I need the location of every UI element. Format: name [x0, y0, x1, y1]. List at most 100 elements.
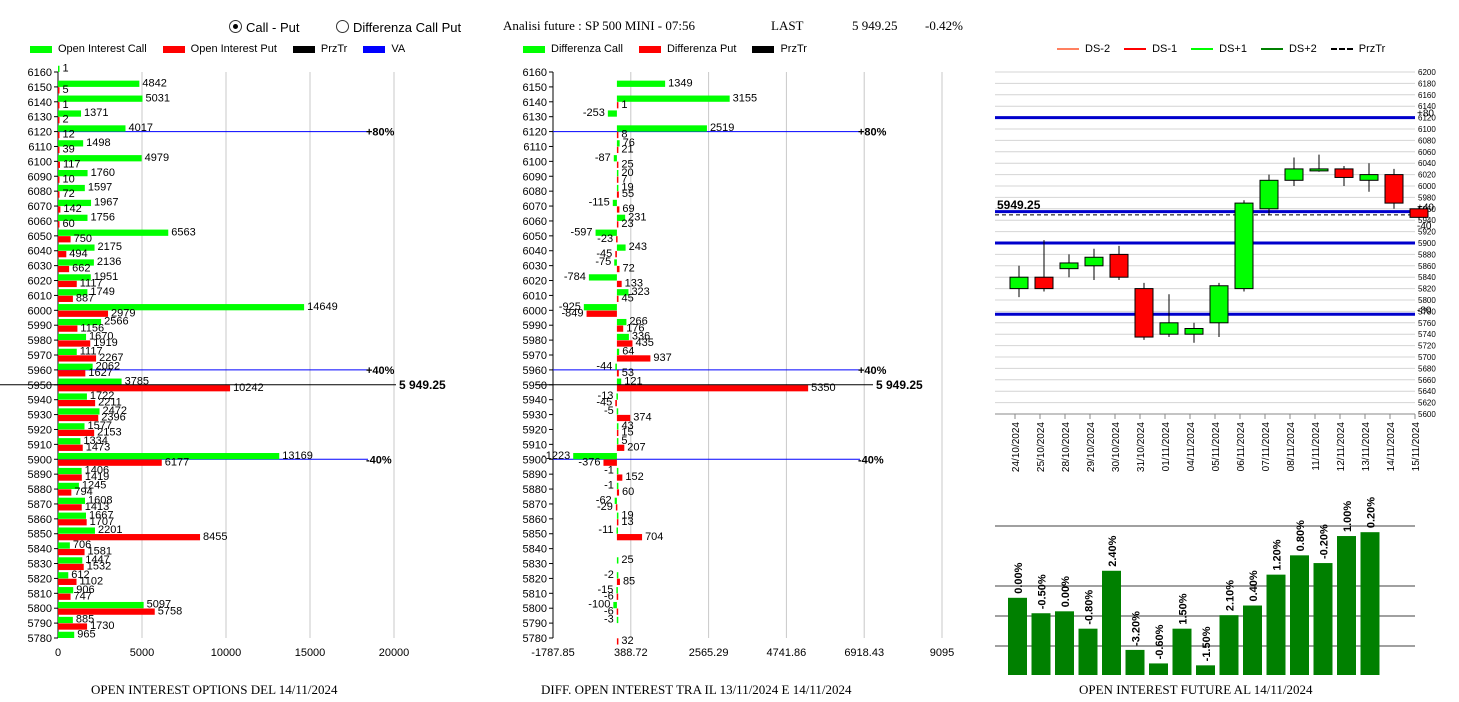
y-tick-label: 6010 — [523, 290, 547, 302]
y-tick-label: 6140 — [523, 97, 547, 109]
bar — [616, 221, 619, 228]
legend-label: Differenza Put — [666, 43, 737, 55]
bar — [58, 236, 71, 243]
bar-value-label: 266 — [629, 316, 647, 328]
bar — [615, 251, 617, 258]
bar — [616, 385, 809, 392]
bar-value-label: 1371 — [84, 107, 108, 119]
y-tick-label: 6160 — [28, 67, 52, 79]
bar — [616, 348, 620, 355]
caption-panel3: OPEN INTEREST FUTURE AL 14/11/2024 — [1079, 682, 1313, 697]
candle-body — [1384, 174, 1404, 204]
y-tick-label: 6060 — [28, 216, 52, 228]
radio-diff-call-put[interactable]: Differenza Call Put — [336, 20, 461, 35]
bar-value-label: -849 — [562, 307, 584, 319]
bar-value-label: -23 — [597, 233, 613, 245]
bar-value-label: 336 — [632, 331, 650, 343]
bar-value-label: 1581 — [88, 546, 112, 558]
bar-value-label: 10242 — [233, 382, 264, 394]
oi-bar-label: 1.20% — [1272, 539, 1284, 570]
y-tick-label: 5870 — [28, 499, 52, 511]
bar-value-label: 1608 — [88, 494, 112, 506]
bar — [58, 340, 91, 347]
bar — [616, 370, 619, 377]
bar — [58, 593, 71, 600]
bar — [616, 176, 619, 183]
y-tick-label: 6100 — [523, 156, 547, 168]
y-tick-label: 6160 — [523, 67, 547, 79]
bar-value-label: 8 — [621, 129, 627, 141]
bar-value-label: 231 — [628, 211, 646, 223]
bar-value-label: -11 — [598, 524, 613, 536]
legend-item: PrzTr — [1330, 43, 1385, 55]
y-tick-label: 6090 — [28, 171, 52, 183]
bar — [616, 429, 619, 437]
bar-value-label: 1532 — [87, 561, 111, 573]
y-tick-label: 5970 — [28, 350, 52, 362]
va-label: +80 — [1417, 109, 1434, 120]
oi-bar — [1031, 613, 1051, 675]
oi-bar-label: 0.00% — [1013, 562, 1025, 593]
bar — [58, 408, 100, 415]
legend-swatch — [1191, 48, 1214, 50]
y-tick-label: 5840 — [523, 544, 547, 556]
bar-value-label: 176 — [626, 322, 644, 334]
y-tick-label: 6020 — [523, 276, 547, 288]
bar — [58, 274, 91, 281]
bar-value-label: 4017 — [128, 122, 152, 134]
bar-value-label: 2267 — [99, 352, 123, 364]
radio-call-put[interactable]: Call - Put — [229, 20, 299, 35]
bar — [616, 423, 619, 430]
x-tick-label: 5000 — [130, 647, 154, 659]
bar-value-label: -6 — [604, 605, 614, 617]
x-tick-label: 01/11/2024 — [1161, 422, 1172, 472]
bar — [58, 95, 143, 102]
page-title: Analisi future : SP 500 MINI - 07:56 — [503, 18, 695, 33]
bar — [58, 385, 231, 392]
y-tick-label: 6040 — [1418, 159, 1436, 168]
bar-value-label: 906 — [76, 584, 94, 596]
bar — [58, 318, 102, 326]
bar-value-label: 6177 — [165, 456, 189, 468]
legend-swatch — [523, 45, 545, 53]
y-tick-label: 6200 — [1418, 68, 1436, 77]
oi-bar-label: 2.10% — [1225, 580, 1237, 611]
bar — [58, 504, 82, 511]
bar — [616, 527, 619, 534]
y-tick-label: 5700 — [1418, 353, 1436, 362]
candle-body — [1309, 168, 1329, 172]
y-tick-label: 5810 — [28, 588, 52, 600]
candle-body — [1209, 285, 1229, 324]
bar — [616, 638, 619, 645]
bar-value-label: 72 — [63, 188, 75, 200]
bar — [616, 474, 623, 481]
bar — [58, 370, 86, 377]
bar-value-label: 965 — [77, 629, 95, 641]
candle-body — [1234, 202, 1254, 290]
legend-label: PrzTr — [780, 43, 807, 55]
bar — [58, 110, 82, 117]
y-tick-label: 5950 — [523, 380, 547, 392]
bar-value-label: -44 — [596, 360, 612, 372]
y-tick-label: 5880 — [28, 484, 52, 496]
legend-swatch — [1260, 48, 1283, 50]
legend-label: DS+1 — [1219, 43, 1247, 55]
candle-body — [1159, 322, 1179, 335]
bar-value-label: 5350 — [811, 382, 835, 394]
y-tick-label: 5740 — [1418, 330, 1436, 339]
legend-panel2: Differenza Call Differenza Put PrzTr — [523, 43, 823, 55]
last-change: -0.42% — [925, 18, 963, 33]
bar — [616, 95, 730, 102]
bar-value-label: 39 — [63, 144, 75, 156]
y-tick-label: 5910 — [28, 439, 52, 451]
legend-swatch — [1057, 48, 1079, 50]
bar — [616, 80, 666, 87]
bar-value-label: 435 — [635, 337, 653, 349]
bar — [615, 363, 617, 370]
oi-bar — [1290, 555, 1309, 675]
bar-value-label: 4979 — [145, 152, 169, 164]
last-value: 5 949.25 — [852, 18, 898, 33]
bar-value-label: 142 — [63, 203, 81, 215]
bar — [58, 214, 88, 221]
bar — [58, 363, 93, 370]
